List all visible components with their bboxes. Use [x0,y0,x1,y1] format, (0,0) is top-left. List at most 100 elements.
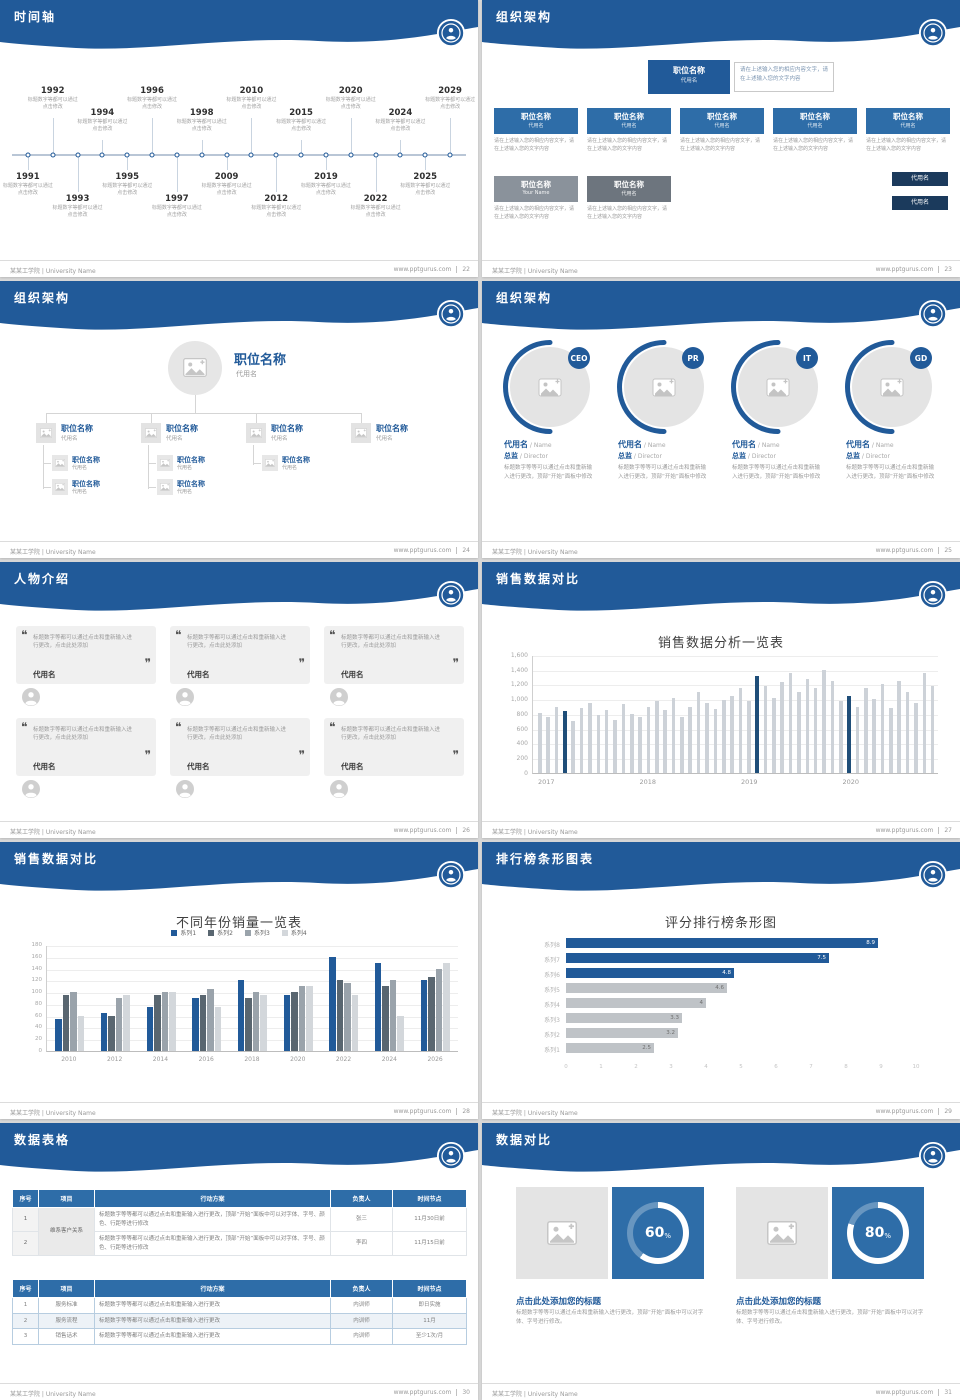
timeline-year: 2025 [413,172,438,182]
quote-open-icon: ❝ [21,627,28,642]
timeline-item: 1992 标题数字等都可以通过点击修改 [27,86,79,111]
footer-school-name: 某某工学院 | University Name [10,1110,96,1118]
rank-x-tick: 9 [879,1064,883,1071]
slide-header: 组织架构 [482,0,960,56]
image-placeholder-icon [767,1221,797,1246]
slide-org-chart-boxes[interactable]: 组织架构 职位名称 代用名请在上述输入您的相应内容文字，请在上述输入您的文字内容职… [482,0,960,277]
rank-category-label: 系列3 [544,1017,560,1025]
slide-people-intro[interactable]: 人物介绍 ❝ 标题数字等都可以通过点击和重新输入进行更改，点击此处添加 ❞ 代用名 ❝ 标… [0,561,478,839]
timeline-caption: 标题数字等都可以通过点击修改 [176,119,227,132]
org-child-name: 职位名称 [282,455,310,464]
image-placeholder-icon [183,358,207,378]
org-child-icon [262,454,278,471]
slide-footer: 某某工学院 | University Name www.pptgurus.com… [482,1102,960,1120]
quote-text: 标题数字等都可以通过点击和重新输入进行更改，点击此处添加 [187,726,287,742]
timeline-year: 2009 [214,172,239,182]
chart-groups [47,946,458,1052]
quote-close-icon: ❞ [144,747,151,762]
slide-org-members[interactable]: 组织架构 CEO 代用名 / Name 总监 / Director 标题数字等等可以通… [482,280,960,558]
footer-meta: www.pptgurus.com 26 [393,827,470,835]
chart-bar [604,709,609,773]
compare-image-box [736,1187,828,1280]
slide-sales-chart-grouped[interactable]: 销售数据对比 不同年份销量一览表 系列1 系列2 系列3 系列4 0 20 40 60 80 10… [0,842,478,1120]
quote-close-icon: ❞ [452,655,459,670]
timeline-year: 1994 [90,108,115,118]
org-connector-line [46,412,47,423]
org-child-sub: 代用名 [72,488,88,495]
org-root-sub: 代用名 [236,369,257,378]
slide-sales-chart-monthly[interactable]: 销售数据对比 销售数据分析一览表 0 200 400 600 800 1,000 1,200… [482,561,960,839]
org-connector-line [46,412,362,414]
chart-bar [389,980,397,1052]
legend-swatch [245,929,251,936]
rank-x-tick: 8 [844,1064,848,1071]
slide-title: 组织架构 [496,290,553,305]
timeline-stem [102,140,104,154]
footer-school-name: 某某工学院 | University Name [492,829,578,837]
donut-ring: 80% [847,1202,909,1265]
chart-y-tick: 100 [31,989,43,996]
rank-x-tick: 3 [669,1064,673,1071]
chart-bar-highlight [563,710,567,773]
chart-bar [283,995,291,1052]
training-plan-table: 序号 项目 行动方案 负责人 时间节点 1 服务标准 标题数字等等都可以通过点击和重新输入进行… [12,1279,467,1345]
header-wave-shape [482,1123,960,1172]
footer-site-url: www.pptgurus.com [393,827,452,835]
member-role-line: 总监 / Director [504,451,596,461]
org-connector-line [253,444,254,465]
chart-gridline [47,1005,458,1007]
chart-bar [772,697,776,773]
member-badge [568,346,590,369]
org-child-name: 职位名称 [72,455,100,464]
chart-bar [713,708,718,773]
slide-title: 时间轴 [14,10,57,24]
slide-footer: 某某工学院 | University Name www.pptgurus.com… [482,259,960,277]
slide-ranking-chart[interactable]: 排行榜条形图表 评分排行榜条形图 系列8 8.9 系列7 7.5 系列6 4.8 系列5 4.… [482,842,960,1120]
chart-x-tick: 2019 [741,777,758,786]
slide-title: 销售数据对比 [496,571,581,586]
cell-time: 即日实施 [392,1297,467,1314]
footer-separator [938,1388,940,1396]
chart-bar [813,687,818,773]
timeline-dot [348,152,354,158]
org-chart-content: 职位名称 代用名 请在上述输入您的相应内容文字，请在上述输入您的文字内容 职位名称 代用… [482,56,960,260]
cell-project: 销售话术 [38,1328,95,1345]
member-role-en: / Director [632,452,662,460]
slide-data-tables[interactable]: 数据表格 序号 项目 行动方案 负责人 时间节点 1 维系客户关系 标题数字等等都可以通过点击… [0,1123,478,1400]
chart-bar [123,995,130,1052]
org-child-sub: 代用名 [282,464,298,471]
chart-bar [154,995,161,1052]
member-circle-graphic: GD [845,339,932,434]
timeline-stem [450,118,452,154]
timeline-dot [273,152,279,158]
timeline-year: 2020 [338,86,363,96]
chart-bar-highlight [755,675,759,773]
chart-bar [298,986,306,1052]
rank-category-label: 系列8 [544,942,560,950]
org-root-box: 职位名称 代用名 [648,60,730,94]
timeline-caption: 标题数字等都可以通过点击修改 [102,183,153,196]
org-box-note: 请在上述输入您的相应内容文字，请在上述输入您的文字内容 [773,138,854,152]
table-row: 2 标题数字等等都可以通过点击和重新输入进行更改，顶部“开始”面板中可以对字体、字… [12,1231,467,1257]
cell-owner: 内训师 [330,1328,393,1345]
slide-data-compare[interactable]: 数据对比 60% 点击此处添加您的标题 标题数字等等可以通过点击和重新输入进行更改，… [482,1123,960,1400]
org-level3-box: 职位名称 Your Name [494,176,578,202]
slide-org-chart-tree[interactable]: 组织架构 职位名称 代用名 职位名称 代用名 职位名称 代用名 职位名称 代用名 职位名称 代用名… [0,280,478,558]
quote-author: 代用名 [341,761,364,771]
footer-separator [938,265,940,273]
timeline-dot [373,152,379,158]
rank-bar: 4 [566,998,706,1008]
compare-desc: 标题数字等等可以通过点击和重新输入进行更改，顶部“开始”面板中可以对字体、字号进… [516,1310,704,1325]
slide-timeline[interactable]: 时间轴 1991 标题数字等都可以通过点击修改 1992 标题数字等都可以通过点击修改… [0,0,478,277]
chart-y-tick: 40 [35,1024,42,1031]
university-logo-icon [436,1142,466,1171]
chart-gridline [47,993,458,995]
header-wave-shape [482,0,960,49]
slide-footer: 某某工学院 | University Name www.pptgurus.com… [0,540,478,558]
member-name-en: / Name [756,441,780,449]
chart-bar-group [192,989,222,1052]
cell-plan: 标题数字等等都可以通过点击和重新输入进行更改，顶部“开始”面板中可以对字体、字号… [94,1207,331,1233]
quote-avatar [176,779,194,798]
rank-bar-value: 2.5 [642,1044,651,1051]
chart-bar [77,1016,85,1052]
